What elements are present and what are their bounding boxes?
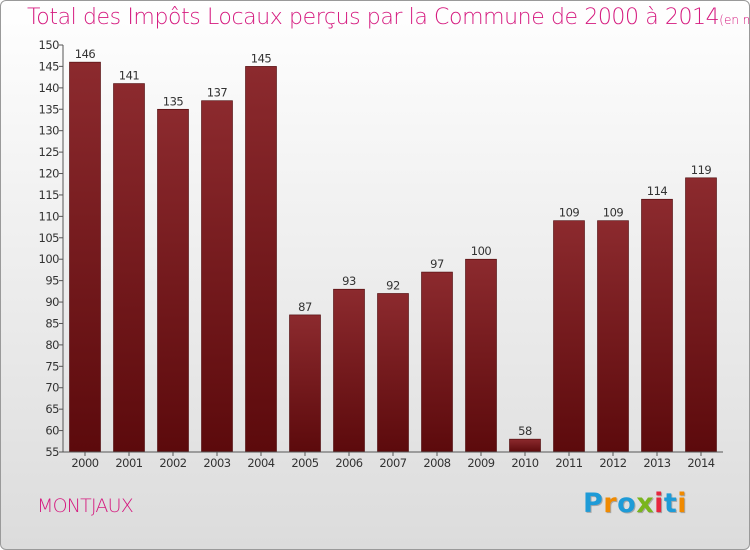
bar-2002 bbox=[157, 108, 189, 453]
y-tick-label: 75 bbox=[45, 359, 59, 373]
bar-value-label: 97 bbox=[430, 257, 444, 271]
x-tick-label: 2007 bbox=[379, 456, 406, 470]
title-text: Total des Impôts Locaux perçus par la Co… bbox=[27, 5, 720, 30]
bar-2007 bbox=[377, 293, 409, 453]
bar-value-label: 92 bbox=[386, 278, 400, 292]
bar-2004 bbox=[245, 66, 277, 453]
y-tick-label: 120 bbox=[39, 167, 60, 181]
x-tick-label: 2001 bbox=[115, 456, 142, 470]
y-tick-label: 125 bbox=[39, 145, 60, 159]
bar-2011 bbox=[553, 220, 585, 453]
y-tick-label: 100 bbox=[39, 252, 60, 266]
y-tick-label: 85 bbox=[45, 316, 59, 330]
bar-value-label: 100 bbox=[471, 244, 492, 258]
x-tick-label: 2002 bbox=[159, 456, 186, 470]
bar-value-label: 146 bbox=[75, 47, 96, 61]
x-tick-label: 2006 bbox=[335, 456, 362, 470]
y-tick-label: 55 bbox=[45, 445, 59, 459]
x-tick-label: 2012 bbox=[599, 456, 626, 470]
bar-2013 bbox=[641, 198, 673, 453]
logo-letter: i bbox=[677, 488, 688, 519]
x-tick-label: 2011 bbox=[555, 456, 582, 470]
bar-value-label: 109 bbox=[559, 206, 580, 220]
bars: 146 141 135 137 145 87 93 92 97 100 58 109 109 114 119 bbox=[69, 47, 717, 453]
bar-2000 bbox=[69, 61, 101, 453]
y-tick-label: 110 bbox=[39, 209, 60, 223]
bar-2001 bbox=[113, 83, 145, 453]
bar-value-label: 119 bbox=[691, 163, 712, 177]
logo-letter: o bbox=[617, 488, 637, 519]
x-axis: 2000 2001 2002 2003 2004 2005 2006 2007 2008 2009… bbox=[63, 451, 723, 470]
y-tick-label: 150 bbox=[39, 38, 60, 52]
x-tick-label: 2000 bbox=[71, 456, 98, 470]
y-tick-label: 130 bbox=[39, 124, 60, 138]
y-tick-label: 135 bbox=[39, 102, 60, 116]
title-unit: (en milliers d'€) bbox=[719, 13, 749, 27]
y-tick-label: 115 bbox=[39, 188, 60, 202]
x-tick-label: 2004 bbox=[247, 456, 274, 470]
y-tick-label: 60 bbox=[45, 424, 59, 438]
bar-2009 bbox=[465, 258, 497, 453]
commune-name: MONTJAUX bbox=[37, 495, 134, 517]
bar-value-label: 58 bbox=[518, 424, 532, 438]
bar-2003 bbox=[201, 100, 233, 453]
x-tick-label: 2009 bbox=[467, 456, 494, 470]
y-axis-ticks: 55 60 65 70 75 80 85 90 95 100 105 110 115 120 125 130 1… bbox=[39, 38, 64, 459]
logo-letter: P bbox=[583, 488, 604, 519]
x-tick-label: 2008 bbox=[423, 456, 450, 470]
bar-value-label: 145 bbox=[251, 51, 272, 65]
y-tick-label: 105 bbox=[39, 231, 60, 245]
y-tick-label: 80 bbox=[45, 338, 59, 352]
y-tick-label: 65 bbox=[45, 402, 59, 416]
y-tick-label: 95 bbox=[45, 274, 59, 288]
bar-value-label: 135 bbox=[163, 94, 184, 108]
bar-value-label: 141 bbox=[119, 69, 140, 83]
x-tick-label: 2014 bbox=[687, 456, 714, 470]
logo-letter: i bbox=[654, 488, 664, 519]
logo-letter: x bbox=[636, 488, 655, 519]
y-tick-label: 145 bbox=[39, 59, 60, 73]
bar-2005 bbox=[289, 314, 321, 453]
bar-value-label: 137 bbox=[207, 86, 228, 100]
x-tick-label: 2010 bbox=[511, 456, 538, 470]
y-tick-label: 140 bbox=[39, 81, 60, 95]
bar-2010 bbox=[509, 438, 541, 453]
chart-title: Total des Impôts Locaux perçus par la Co… bbox=[27, 5, 749, 30]
logo-letter: t bbox=[663, 488, 678, 519]
x-tick-label: 2003 bbox=[203, 456, 230, 470]
bar-value-label: 93 bbox=[342, 274, 356, 288]
x-tick-label: 2013 bbox=[643, 456, 670, 470]
bar-value-label: 114 bbox=[647, 184, 668, 198]
proxiti-logo: Proxiti bbox=[583, 488, 687, 519]
bar-2014 bbox=[685, 177, 717, 453]
bar-2008 bbox=[421, 271, 453, 453]
bar-value-label: 87 bbox=[298, 300, 312, 314]
y-tick-label: 90 bbox=[45, 295, 59, 309]
y-tick-label: 70 bbox=[45, 381, 59, 395]
bar-2012 bbox=[597, 220, 629, 453]
bar-value-label: 109 bbox=[603, 206, 624, 220]
logo-letter: r bbox=[603, 488, 618, 519]
x-tick-label: 2005 bbox=[291, 456, 318, 470]
bar-2006 bbox=[333, 288, 365, 453]
